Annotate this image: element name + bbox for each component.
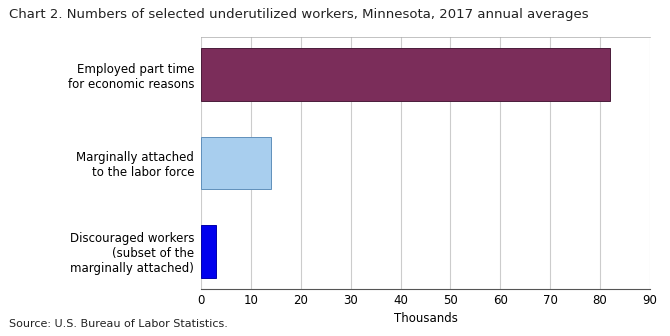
Bar: [201, 225, 216, 278]
Text: Source: U.S. Bureau of Labor Statistics.: Source: U.S. Bureau of Labor Statistics.: [9, 319, 228, 329]
Text: Chart 2. Numbers of selected underutilized workers, Minnesota, 2017 annual avera: Chart 2. Numbers of selected underutiliz…: [9, 8, 588, 22]
Bar: [201, 48, 610, 101]
Bar: [201, 136, 271, 190]
X-axis label: Thousands: Thousands: [393, 312, 458, 325]
